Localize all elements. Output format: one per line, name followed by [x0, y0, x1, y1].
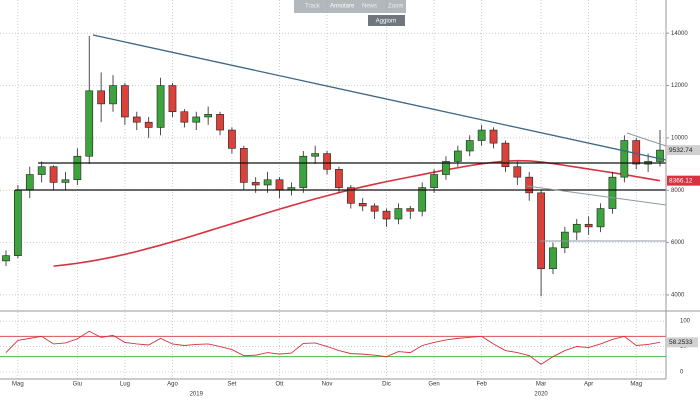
x-tick-label: Ago [167, 382, 178, 388]
toolbar-item[interactable]: Annotare [330, 4, 355, 10]
candle-body [311, 153, 320, 157]
candle-body [156, 85, 165, 128]
x-tick-label: Apr [584, 382, 593, 388]
candle-body [192, 116, 201, 123]
x-year-label: 2020 [534, 392, 548, 398]
candle-body [549, 247, 557, 270]
candle-body [168, 85, 177, 113]
candle-body [97, 90, 105, 105]
candle-body [477, 129, 486, 141]
candle-body [608, 176, 617, 209]
candle-body [121, 85, 129, 118]
channel-line [526, 185, 667, 206]
x-tick-label: Set [227, 382, 236, 388]
candle-body [299, 155, 308, 188]
candle-body [73, 155, 82, 181]
candle-body [418, 187, 427, 212]
x-tick-label: Giu [73, 382, 82, 388]
candle-body [489, 129, 498, 144]
candle-body [14, 189, 22, 256]
candle-body [465, 140, 474, 152]
candle-body [572, 223, 581, 233]
y-tick-label: 4000 [671, 292, 685, 298]
x-tick-label: Lug [120, 382, 130, 388]
ma-value-box [667, 175, 700, 186]
candle-body [25, 174, 34, 191]
candle-body [596, 208, 605, 228]
candle-body [346, 187, 355, 204]
moving-average [53, 159, 661, 267]
candle-body [513, 166, 522, 178]
y-tick-label: 10000 [671, 135, 688, 141]
candle-body [204, 114, 213, 118]
toolbar-item[interactable]: Zoom [388, 4, 403, 10]
toolbar [294, 0, 406, 13]
x-tick-label: Ott [275, 382, 283, 388]
x-tick-label: Mag [12, 382, 24, 388]
candle-body [109, 85, 117, 105]
candle-body [49, 166, 58, 183]
candle-body [453, 150, 462, 162]
y-tick-label: 100 [680, 319, 691, 325]
channel-line [626, 132, 667, 147]
candle-body [228, 129, 236, 149]
y-tick-label: 0 [680, 369, 684, 375]
y-tick-label: 12000 [671, 83, 688, 89]
rsi-line [5, 330, 661, 365]
x-tick-label: Mag [630, 382, 642, 388]
candle-body [442, 161, 450, 175]
toolbar-item[interactable]: News [362, 4, 377, 10]
y-tick-label: 8000 [671, 188, 685, 194]
candle-body [394, 208, 403, 220]
x-tick-label: Dic [382, 382, 391, 388]
refresh-button[interactable] [368, 15, 405, 26]
last-price-box [667, 145, 700, 156]
candle-body [239, 148, 248, 183]
x-tick-label: Gen [428, 382, 439, 388]
rsi-value-label: 58.2533 [669, 339, 693, 346]
candle-body [620, 140, 629, 178]
candle-body [335, 169, 343, 188]
candle-body [132, 116, 141, 123]
candle-body [406, 208, 415, 212]
toolbar-item[interactable]: Track [305, 4, 321, 10]
candle-body [656, 149, 664, 162]
y-tick-label: 14000 [671, 31, 688, 37]
ma-value-label: 8366.12 [669, 177, 693, 184]
candle-body [358, 203, 367, 207]
candle-body [525, 176, 534, 194]
candle-body [263, 179, 272, 186]
candle-body [251, 182, 260, 186]
candle-body [537, 192, 545, 270]
candle-body [382, 210, 391, 220]
candle-body [2, 255, 10, 262]
last-price-label: 9532.74 [669, 147, 693, 154]
candle-body [216, 114, 224, 131]
candle-body [370, 205, 379, 212]
trend-line [92, 34, 667, 161]
y-tick-label: 6000 [671, 240, 685, 246]
rsi-value-box [667, 337, 698, 348]
candle-body [180, 111, 189, 123]
candle-body [323, 153, 331, 170]
x-tick-label: Mar [536, 382, 546, 388]
candle-body [501, 142, 510, 167]
candle-body [85, 90, 94, 157]
candle-body [61, 179, 70, 183]
candle-body [561, 231, 569, 249]
candle-body [37, 166, 46, 175]
candle-body [275, 179, 284, 191]
x-tick-label: Feb [476, 382, 487, 388]
candle-body [144, 121, 153, 128]
x-year-label: 2019 [190, 392, 204, 398]
refresh-button-label[interactable]: Aggiorn [376, 19, 397, 25]
candle-body [430, 174, 438, 188]
candle-body [584, 223, 593, 228]
x-tick-label: Nov [322, 382, 333, 388]
